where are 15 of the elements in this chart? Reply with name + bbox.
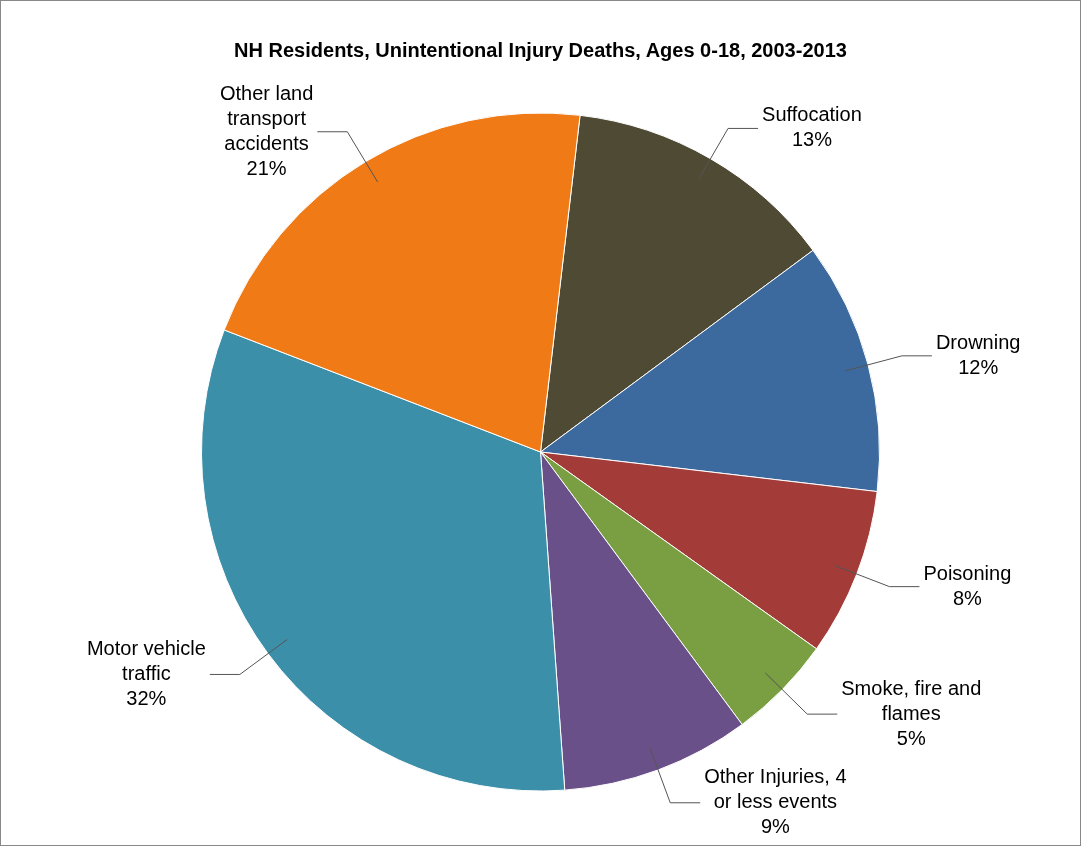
slice-label: Poisoning bbox=[923, 561, 1012, 584]
slice-label: Drowning bbox=[935, 330, 1021, 353]
slice-label: Other land transport accidents bbox=[219, 81, 314, 154]
slice-label: Motor vehicle traffic bbox=[86, 636, 206, 684]
slice-label: Suffocation bbox=[762, 103, 862, 126]
data-label: 8% bbox=[952, 586, 983, 609]
slice-label: Other Injuries, 4 or less events bbox=[704, 765, 847, 813]
slice-label: Smoke, fire and flames bbox=[841, 676, 982, 724]
chart-title: NH Residents, Unintentional Injury Deaths, Ages 0-18, 2003-2013 bbox=[234, 38, 847, 61]
data-label: 13% bbox=[791, 128, 833, 151]
data-label: 32% bbox=[126, 686, 167, 709]
data-label: 9% bbox=[760, 815, 791, 838]
data-label: 5% bbox=[896, 726, 926, 749]
data-label: 12% bbox=[958, 355, 999, 378]
data-label: 21% bbox=[246, 156, 287, 179]
